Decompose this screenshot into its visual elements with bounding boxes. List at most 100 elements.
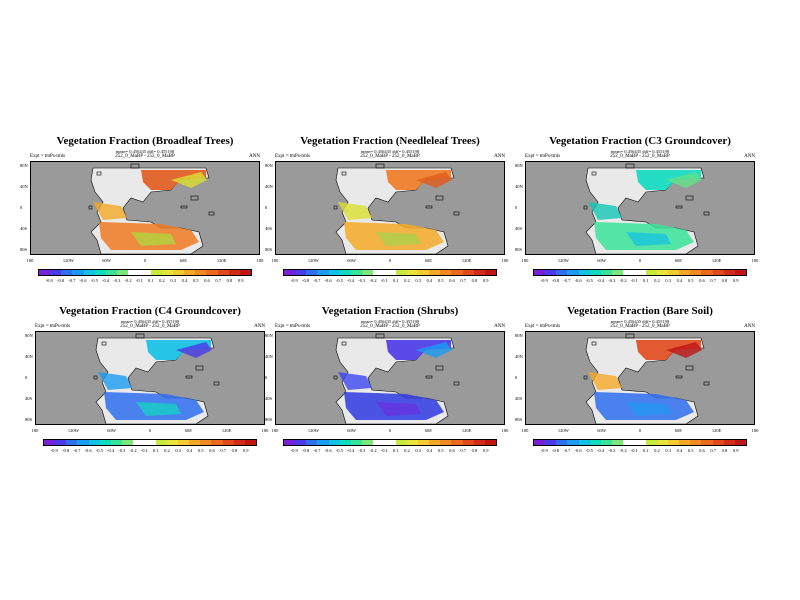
colorbar-swatch [362,270,374,275]
lat-tick: 40S [20,226,28,231]
map-panel: Vegetation Fraction (Broadleaf Trees) me… [20,135,263,305]
vegetation-patches [98,340,212,420]
colorbar-swatch [66,440,78,445]
lat-tick: 0 [20,205,23,210]
panel-run: 252_0_MaBP - 252_0_MaBP [360,324,420,329]
lat-tick: 40N [265,354,273,359]
colorbar-swatch [239,270,251,275]
colorbar-swatch [690,440,702,445]
colorbar-swatch [350,440,363,445]
colorbar-label: -0.3 [113,278,121,283]
colorbar-label: 0.2 [654,448,660,453]
colorbar-label: 0.1 [147,278,154,283]
map-area [35,331,265,425]
colorbar-label: -0.6 [84,448,92,453]
panel-run: 252_0_MaBP - 252_0_MaBP [120,324,180,329]
lon-tick: 60W [347,428,357,433]
map-svg [333,333,460,424]
colorbar-swatch [484,440,496,445]
colorbar-label: -0.2 [369,278,377,283]
island-outlines [333,333,460,386]
colorbar-label: -0.7 [68,278,76,283]
colorbar-swatch [228,270,240,275]
colorbar-label: 0.8 [471,278,478,283]
lon-tick: 180 [521,258,529,263]
lat-tick: 80N [265,163,273,168]
colorbar-label: 0.7 [215,278,222,283]
colorbar-swatch [723,440,735,445]
panel-expt: Expt = tmPs-tmls [35,324,71,329]
colorbar-swatch [350,270,363,275]
colorbar-swatch [545,440,557,445]
colorbar-label: 0.7 [710,278,717,283]
colorbar-swatch [645,440,657,445]
island-outlines [88,163,215,216]
map-area [525,161,755,255]
lat-tick: 0 [265,375,268,380]
lon-tick: 60E [424,428,432,433]
colorbar-swatch [578,270,590,275]
lon-tick: 180 [501,428,509,433]
colorbar-label: -0.7 [73,448,81,453]
colorbar [533,439,747,446]
colorbar-swatch [589,270,601,275]
lat-tick: 80S [20,247,28,252]
colorbar-swatch [306,440,318,445]
colorbar-label: 0.8 [471,448,478,453]
colorbar-swatch [172,270,185,275]
panel-title: Vegetation Fraction (C3 Groundcover) [549,135,731,147]
colorbar-swatch [328,440,340,445]
colorbar-label: 0.5 [197,448,204,453]
colorbar-swatch [362,440,374,445]
colorbar-swatch [155,440,167,445]
colorbar-swatch [317,270,329,275]
colorbar-swatch [88,440,100,445]
lon-tick: 120E [711,258,722,263]
colorbar-swatch [395,440,407,445]
panel-season: ANN [494,324,505,329]
colorbar-swatch [83,270,95,275]
map-svg [333,163,460,254]
lon-tick: 180 [751,258,759,263]
colorbar-label: -0.5 [95,448,103,453]
lat-tick: 40S [25,396,33,401]
colorbar-label: 0.9 [482,278,489,283]
lat-tick: 40S [515,396,523,401]
colorbar-swatch [451,440,463,445]
colorbar-swatch [139,270,151,275]
colorbar-swatch [211,440,223,445]
colorbar-swatch [217,270,229,275]
colorbar-swatch [534,440,546,445]
map-svg [93,333,220,424]
colorbar-swatch [667,270,680,275]
map-area [30,161,260,255]
colorbar-label: -0.1 [630,278,638,283]
lon-tick: 120W [62,258,74,263]
lat-tick: 80N [515,333,523,338]
panel-title: Vegetation Fraction (C4 Groundcover) [59,305,241,317]
panel-title: Vegetation Fraction (Shrubs) [321,305,459,317]
colorbar-swatch [612,440,624,445]
colorbar-label: 0.7 [220,448,227,453]
colorbar-swatch [295,270,307,275]
colorbar-label: 0.3 [665,278,671,283]
colorbar-swatch [339,270,351,275]
colorbar-swatch [128,270,140,275]
colorbar-label: 0.8 [721,448,728,453]
colorbar-swatch [567,270,579,275]
colorbar-label: -0.2 [129,448,137,453]
colorbar-label: -0.5 [585,448,593,453]
colorbar-label: 0.9 [242,448,249,453]
colorbar-label: -0.8 [61,448,70,453]
colorbar-label: 0.5 [192,278,199,283]
colorbar-swatch [77,440,89,445]
island-outlines [93,333,220,386]
lat-tick: 40S [515,226,523,231]
colorbar-label: -0.7 [563,278,571,283]
colorbar-swatch [184,270,196,275]
lon-tick: 120E [711,428,722,433]
colorbar-label: 0.3 [170,278,176,283]
colorbar-swatch [645,270,657,275]
colorbar-label: 0.4 [676,448,683,453]
colorbar-swatch [462,270,474,275]
